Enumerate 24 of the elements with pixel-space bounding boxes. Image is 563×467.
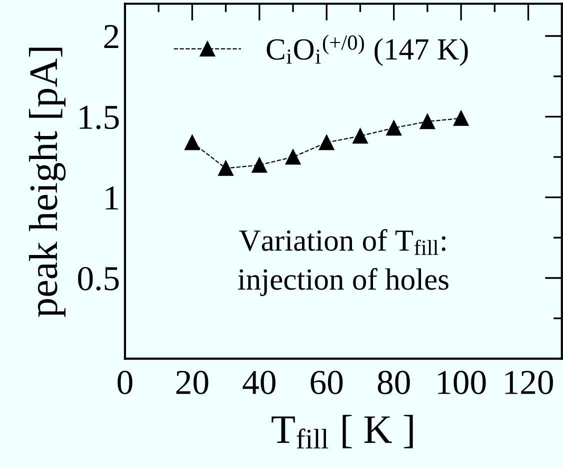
point [285, 149, 301, 165]
x-tick-label: 80 [378, 370, 410, 394]
x-tick-label: 20 [176, 370, 208, 394]
x-tick-label: 120 [505, 370, 553, 394]
annotation: Variation of T$_{fill}$: injection of holes [238, 229, 448, 296]
point [318, 134, 334, 150]
point [184, 134, 200, 150]
y-tick-label: 2 [104, 25, 118, 48]
y-tick-label: 0.5 [78, 266, 119, 291]
point [252, 157, 268, 173]
x-axis-title: T$_{fill}$ [ K ] [272, 414, 413, 448]
legend-label: C$_{i}$O$_{i}$$^{(+/0)}$ (147 K) [266, 34, 468, 66]
y-axis-title: peak height [pA] [28, 48, 66, 317]
y-tick-label: 1 [106, 186, 118, 210]
point [420, 114, 436, 130]
point [352, 128, 368, 144]
x-tick-label: 60 [310, 370, 343, 394]
x-tick-label: 100 [438, 370, 486, 394]
y-tick-label: 1.5 [80, 106, 119, 130]
point [218, 160, 234, 176]
point [453, 110, 469, 126]
x-tick-label: 0 [118, 370, 132, 394]
point [386, 120, 402, 136]
x-tick-label: 40 [242, 370, 276, 394]
